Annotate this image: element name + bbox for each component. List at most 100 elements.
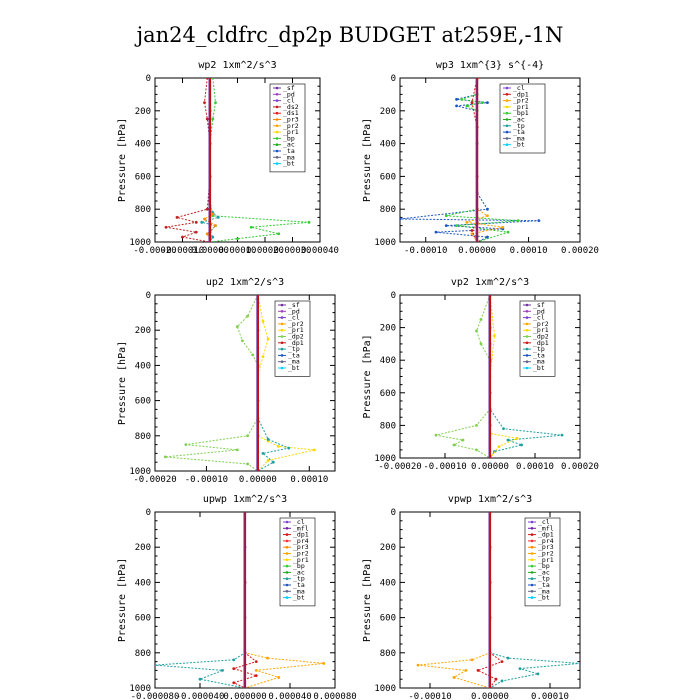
legend-marker <box>525 335 529 338</box>
series-point-dp2 <box>163 455 167 459</box>
series-point-tp <box>287 446 291 450</box>
legend-label: _bt <box>288 364 300 372</box>
series-point-dp2 <box>251 353 255 357</box>
series-point-dp2 <box>475 329 478 333</box>
series-point-bp <box>236 237 239 241</box>
y-tick-label: 200 <box>380 107 396 117</box>
plot-frame <box>399 77 581 243</box>
y-axis-label: Pressure [hPa] <box>362 558 373 642</box>
panel-title: vp2 1xm^2/s^3 <box>451 277 529 288</box>
legend-marker <box>505 99 509 102</box>
panel-title: wp3 1xm^{3} s^{-4} <box>436 60 544 71</box>
series-point-bp <box>516 219 520 223</box>
legend-marker <box>530 596 534 599</box>
legend-marker <box>530 590 534 593</box>
series-point-bp <box>211 117 215 121</box>
x-tick-label: 0.00010 <box>219 246 257 256</box>
legend-label: _bt <box>538 594 550 602</box>
series-point-tp <box>502 427 505 431</box>
series-point-ta <box>486 235 489 239</box>
legend-marker <box>285 590 289 593</box>
series-point-ds2 <box>175 216 179 219</box>
x-tick-label: -0.00020 <box>378 462 421 472</box>
legend-marker <box>275 93 279 96</box>
y-tick-label: 800 <box>135 432 151 442</box>
series-point-tp <box>221 669 224 672</box>
panel-3: up2 1xm^2/s^3 0 200 400 600 800 1000-0.00020 -0… <box>117 277 336 485</box>
legend-label: _ma <box>283 153 295 161</box>
series-point-ta <box>537 219 541 223</box>
legend-label: _cl <box>513 84 525 92</box>
series-point-ds2 <box>203 101 206 104</box>
series-point-dp2 <box>479 342 483 346</box>
legend-marker <box>530 577 534 580</box>
y-axis-label: Pressure [hPa] <box>117 118 128 202</box>
series-line-dp2 <box>165 295 259 471</box>
x-tick-label: 0.00020 <box>561 462 599 472</box>
legend-label: _bp <box>283 134 295 142</box>
series-point-bp <box>249 225 253 229</box>
legend-label: _ma <box>513 134 525 142</box>
legend-marker <box>285 571 289 574</box>
y-tick-label: 1000 <box>129 467 151 477</box>
series-point-pr2 <box>277 676 281 679</box>
series-point-ds2 <box>194 220 198 224</box>
legend-label: _bp1 <box>513 109 529 117</box>
series-point-pr2 <box>266 656 269 660</box>
y-tick-label: 200 <box>135 326 151 336</box>
legend-marker <box>505 86 509 90</box>
series-point-tp <box>232 658 236 662</box>
legend: _cl_mfl_dp1_pr4_pr3_pr2_pr1_bp_ac_tp_ta_… <box>279 517 316 607</box>
y-tick-label: 800 <box>135 649 151 659</box>
y-axis-label: Pressure [hPa] <box>117 341 128 425</box>
y-tick-label: 800 <box>380 649 396 659</box>
y-tick-label: 600 <box>380 172 396 182</box>
y-tick-label: 1000 <box>374 238 396 248</box>
series-point-tp <box>518 667 522 671</box>
panel-1: wp2 1xm^2/s^3 0 200 400 600 800 1000-0.00020-0… <box>117 60 339 256</box>
legend-label: _pr1 <box>283 128 299 136</box>
legend-label: _pr3 <box>293 543 309 551</box>
y-axis-label: Pressure [hPa] <box>117 558 128 642</box>
series-point-dp1 <box>232 681 236 685</box>
series-point-pr2 <box>452 676 456 679</box>
series-point-pr2 <box>470 658 474 662</box>
series-point-dp2 <box>246 434 249 438</box>
series-group <box>155 512 326 688</box>
legend-label: _mfl <box>293 524 309 532</box>
legend-label: _pr3 <box>283 116 299 124</box>
legend-marker <box>530 552 534 555</box>
panel-title: wp2 1xm^2/s^3 <box>198 60 276 71</box>
legend-label: _ma <box>538 587 550 595</box>
legend-label: _pd <box>283 90 295 98</box>
y-tick-label: 600 <box>135 397 151 407</box>
y-tick-label: 400 <box>135 361 151 371</box>
series-point-tp <box>198 677 202 681</box>
series-point-dp2 <box>475 448 478 452</box>
legend-marker <box>275 143 279 146</box>
legend-label: _sf <box>533 301 545 309</box>
x-tick-label: -0.000080 <box>131 692 180 700</box>
series-point-tp <box>216 216 220 219</box>
legend-marker <box>275 149 279 153</box>
legend-marker <box>280 310 284 313</box>
series-point-pr2 <box>501 225 505 229</box>
x-tick-label: -0.000040 <box>176 692 225 700</box>
series-point-ta <box>486 101 489 104</box>
series-point-dp1 <box>254 660 258 663</box>
x-tick-label: -0.00020 <box>133 246 176 256</box>
legend-marker <box>505 143 509 146</box>
y-tick-label: 1000 <box>374 684 396 694</box>
legend-label: _ta <box>513 128 525 136</box>
series-point-bp <box>307 220 311 224</box>
series-point-ds2 <box>205 207 209 211</box>
series-group <box>434 295 564 458</box>
x-tick-label: 0.000080 <box>313 692 356 700</box>
legend-marker <box>525 366 529 370</box>
legend-marker <box>530 533 534 536</box>
x-tick-label: 0.00000 <box>239 475 277 485</box>
panels: wp2 1xm^2/s^3 0 200 400 600 800 1000 -0.00020 -0… <box>117 60 599 700</box>
x-tick-label: 0.00010 <box>510 246 548 256</box>
series-point-pr2 <box>465 220 469 224</box>
y-tick-label: 0 <box>391 291 396 301</box>
